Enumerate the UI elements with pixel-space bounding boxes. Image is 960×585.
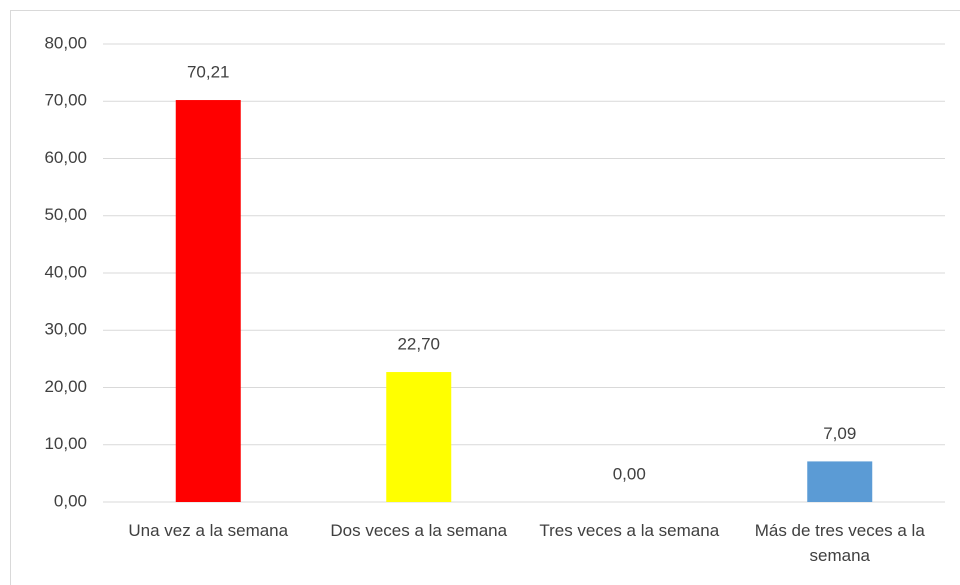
bar [386, 372, 452, 502]
y-tick-label: 70,00 [44, 91, 87, 110]
value-label: 0,00 [613, 464, 646, 483]
y-tick-label: 50,00 [44, 205, 87, 224]
x-tick-label: Dos veces a la semana [330, 521, 508, 540]
y-tick-label: 40,00 [44, 262, 87, 281]
chart-border [10, 10, 960, 585]
value-label: 22,70 [397, 335, 440, 354]
y-tick-label: 80,00 [44, 33, 87, 52]
x-tick-label: Una vez a la semana [128, 521, 289, 540]
value-label: 70,21 [187, 63, 230, 82]
y-tick-label: 60,00 [44, 148, 87, 167]
y-tick-label: 0,00 [54, 491, 87, 510]
bar [807, 461, 873, 502]
x-tick-label: Tres veces a la semana [539, 521, 720, 540]
y-tick-label: 10,00 [44, 434, 87, 453]
bar [175, 100, 241, 502]
y-tick-label: 20,00 [44, 377, 87, 396]
x-tick-label: Más de tres veces a la semana [754, 521, 925, 565]
y-tick-label: 30,00 [44, 320, 87, 339]
value-label: 7,09 [823, 424, 856, 443]
